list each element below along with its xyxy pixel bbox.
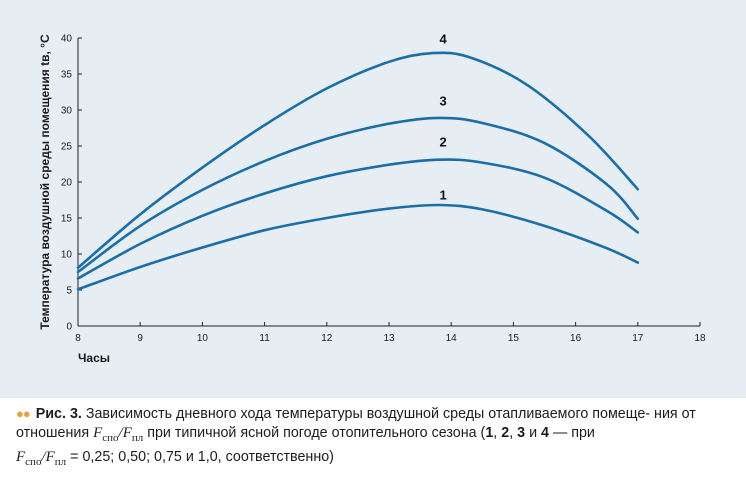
figure-caption: ●● Рис. 3. Зависимость дневного хода темп… — [16, 404, 738, 472]
caption-text-2: при типичной ясной погоде отопительного … — [143, 425, 486, 441]
caption-formula-f1: F — [93, 425, 103, 441]
caption-formula-f2: F — [122, 425, 132, 441]
x-axis-label: Часы — [78, 351, 110, 365]
caption-num-1: 1 — [485, 425, 494, 441]
caption-formula-f4: F — [45, 448, 55, 465]
x-tick-label: 10 — [197, 333, 209, 344]
caption-num-2: 2 — [501, 425, 510, 441]
caption-marker-icon: ●● — [16, 406, 31, 421]
x-tick-label: 17 — [632, 333, 644, 344]
caption-formula-f3: F — [16, 448, 26, 465]
curve-label-2: 2 — [439, 134, 446, 149]
caption-num-3: 3 — [517, 425, 526, 441]
y-axis-ticks: 0 5 10 15 20 25 30 35 40 — [61, 34, 82, 333]
y-tick-label: 35 — [61, 70, 73, 81]
x-tick-label: 9 — [137, 333, 143, 344]
y-tick-label: 30 — [61, 106, 73, 117]
caption-formula-f2-sub: пл — [131, 431, 144, 444]
y-tick-label: 25 — [61, 142, 73, 153]
figure-label: Рис. 3. — [35, 406, 82, 422]
y-axis-label: Температура воздушной среды помещения tв… — [38, 34, 52, 330]
y-tick-label: 20 — [61, 178, 73, 189]
x-tick-label: 11 — [259, 333, 270, 344]
x-tick-label: 16 — [570, 333, 582, 344]
x-tick-label: 14 — [446, 333, 458, 344]
curve-label-3: 3 — [439, 93, 446, 108]
x-axis-ticks: 8 9 10 11 12 13 14 15 16 17 18 — [75, 322, 706, 344]
caption-text-3: — при — [548, 425, 595, 441]
caption-num-4: 4 — [541, 425, 549, 441]
curve-label-1: 1 — [439, 188, 446, 203]
series-line-1 — [76, 203, 640, 291]
x-tick-label: 18 — [694, 333, 706, 344]
caption-formula-slash-2: / — [41, 448, 46, 465]
caption-formula-slash: / — [118, 425, 123, 441]
caption-sep-2: , — [509, 425, 518, 441]
series-line-4 — [76, 51, 640, 269]
caption-formula-f3-sub: спо — [25, 455, 42, 468]
y-tick-label: 40 — [61, 34, 73, 45]
x-tick-label: 13 — [383, 333, 395, 344]
y-tick-label: 15 — [61, 214, 73, 225]
caption-text-4: = 0,25; 0,50; 0,75 и 1,0, соответственно… — [66, 448, 334, 465]
caption-sep-1: , — [493, 425, 502, 441]
y-tick-label: 5 — [66, 286, 72, 297]
series-line-3 — [76, 116, 640, 274]
y-tick-label: 10 — [61, 250, 73, 261]
curve-labels: 1 2 3 4 — [439, 31, 447, 202]
x-tick-label: 15 — [508, 333, 520, 344]
series-line-2 — [76, 158, 640, 280]
x-tick-label: 12 — [321, 333, 333, 344]
caption-formula-f1-sub: спо — [102, 431, 119, 444]
caption-formula-f4-sub: пл — [54, 455, 67, 468]
caption-sep-3: и — [525, 425, 542, 441]
y-tick-label: 0 — [66, 322, 72, 333]
series-lines — [76, 51, 640, 291]
caption-text-1: Зависимость дневного хода температуры во… — [16, 406, 696, 441]
curve-label-4: 4 — [439, 31, 447, 46]
x-tick-label: 8 — [75, 333, 81, 344]
